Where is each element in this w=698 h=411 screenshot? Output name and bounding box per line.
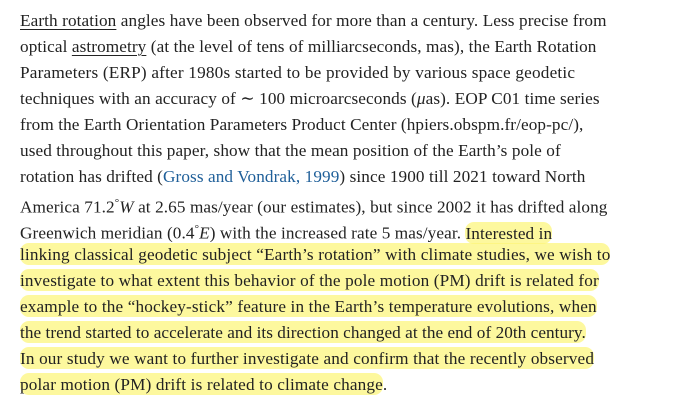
line-text: America 71.2 [20, 197, 115, 217]
degree-symbol: ° [194, 223, 200, 235]
line-text: techniques with an accuracy of [20, 89, 241, 108]
highlighted-text: Interested in [465, 221, 553, 244]
line-text: angles have been observed for more than … [116, 11, 607, 30]
text-line-11: investigate to what extent this behavior… [20, 268, 684, 294]
text-line-3: Parameters (ERP) after 1980s started to … [20, 60, 684, 86]
highlighted-text: the trend started to accelerate and its … [20, 321, 586, 343]
mu-symbol: μ [416, 89, 426, 108]
highlighted-text: polar motion (PM) drift is related to cl… [20, 373, 383, 395]
text-line-12: example to the “hockey-stick” feature in… [20, 294, 684, 320]
article-paragraph: Earth rotation angles have been observed… [20, 8, 684, 398]
line-text: rotation has drifted ( [20, 167, 163, 186]
line-text: . [382, 375, 388, 394]
text-line-8: America 71.2°W at 2.65 mas/year (our est… [20, 190, 684, 217]
west-symbol: W [119, 197, 134, 217]
text-line-5: from the Earth Orientation Parameters Pr… [20, 112, 684, 138]
text-line-1: Earth rotation angles have been observed… [20, 8, 684, 34]
astrometry-link[interactable]: astrometry [71, 37, 147, 56]
highlighted-text: investigate to what extent this behavior… [20, 269, 599, 291]
text-line-7: rotation has drifted (Gross and Vondrak,… [20, 164, 684, 190]
degree-symbol: ° [114, 197, 120, 209]
text-line-15: polar motion (PM) drift is related to cl… [20, 372, 684, 398]
line-text: Greenwich meridian (0.4 [20, 223, 195, 243]
highlighted-text: example to the “hockey-stick” feature in… [20, 295, 597, 317]
text-line-14: In our study we want to further investig… [20, 346, 684, 372]
text-line-6: used throughout this paper, show that th… [20, 138, 684, 164]
line-text: as). EOP C01 time series [425, 89, 600, 108]
text-line-13: the trend started to accelerate and its … [20, 320, 684, 346]
earth-rotation-link[interactable]: Earth rotation [20, 11, 117, 30]
text-line-2: optical astrometry (at the level of tens… [20, 34, 684, 60]
line-text: at 2.65 mas/year (our estimates), but si… [133, 197, 608, 217]
text-line-4: techniques with an accuracy of ∼ 100 mic… [20, 86, 684, 112]
text-line-9: Greenwich meridian (0.4°E) with the incr… [20, 216, 684, 244]
highlighted-text: linking classical geodetic subject “Eart… [20, 243, 611, 265]
line-text: ) since 1900 till 2021 toward North [339, 167, 586, 186]
line-text: Parameters (ERP) after 1980s started to … [20, 63, 576, 82]
highlighted-text: In our study we want to further investig… [20, 347, 595, 369]
text-line-10: linking classical geodetic subject “Eart… [20, 242, 684, 268]
line-text: 100 microarcseconds ( [254, 89, 417, 108]
line-text: (at the level of tens of milliarcseconds… [146, 37, 597, 56]
citation-link[interactable]: Gross and Vondrak, 1999 [163, 167, 340, 186]
line-text: ) with the increased rate 5 mas/year. [209, 223, 466, 243]
east-symbol: E [199, 223, 210, 243]
line-text: used throughout this paper, show that th… [20, 141, 561, 160]
line-text: from the Earth Orientation Parameters Pr… [20, 115, 584, 134]
approx-symbol: ∼ [240, 89, 255, 108]
line-text: optical [20, 37, 72, 56]
